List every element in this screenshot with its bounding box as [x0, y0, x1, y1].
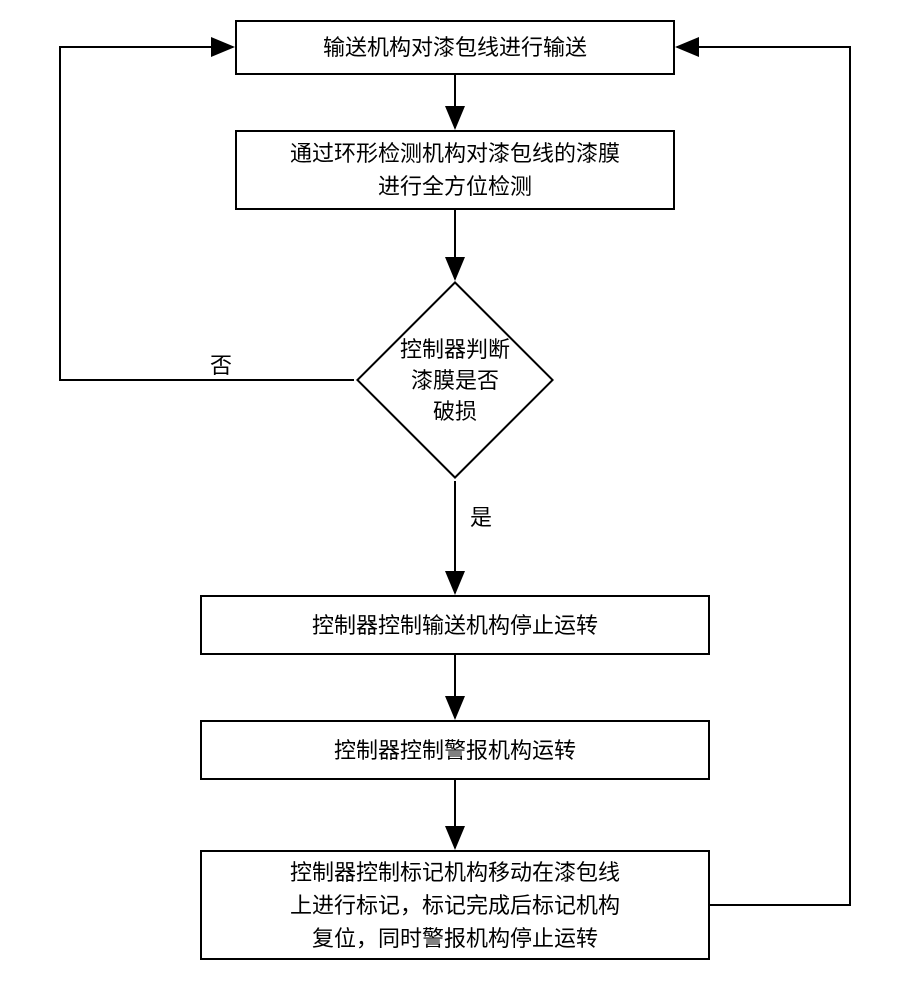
flowchart-node-conveying: 输送机构对漆包线进行输送 [235, 20, 675, 75]
label-yes: 是 [470, 500, 492, 532]
flowchart-node-alarm: 控制器控制警报机构运转 [200, 720, 710, 780]
flowchart-node-marking: 控制器控制标记机构移动在漆包线上进行标记，标记完成后标记机构复位，同时警报机构停… [200, 850, 710, 960]
node-text: 控制器控制警报机构运转 [334, 734, 576, 767]
decision-text: 控制器判断漆膜是否破损 [355, 335, 555, 427]
node-text: 通过环形检测机构对漆包线的漆膜进行全方位检测 [290, 137, 620, 203]
node-text: 输送机构对漆包线进行输送 [323, 31, 587, 64]
flowchart-node-detection: 通过环形检测机构对漆包线的漆膜进行全方位检测 [235, 130, 675, 210]
node-text: 控制器控制输送机构停止运转 [312, 609, 598, 642]
node-text: 控制器控制标记机构移动在漆包线上进行标记，标记完成后标记机构复位，同时警报机构停… [290, 856, 620, 955]
flowchart-node-stop-conveying: 控制器控制输送机构停止运转 [200, 595, 710, 655]
label-no: 否 [210, 348, 232, 380]
